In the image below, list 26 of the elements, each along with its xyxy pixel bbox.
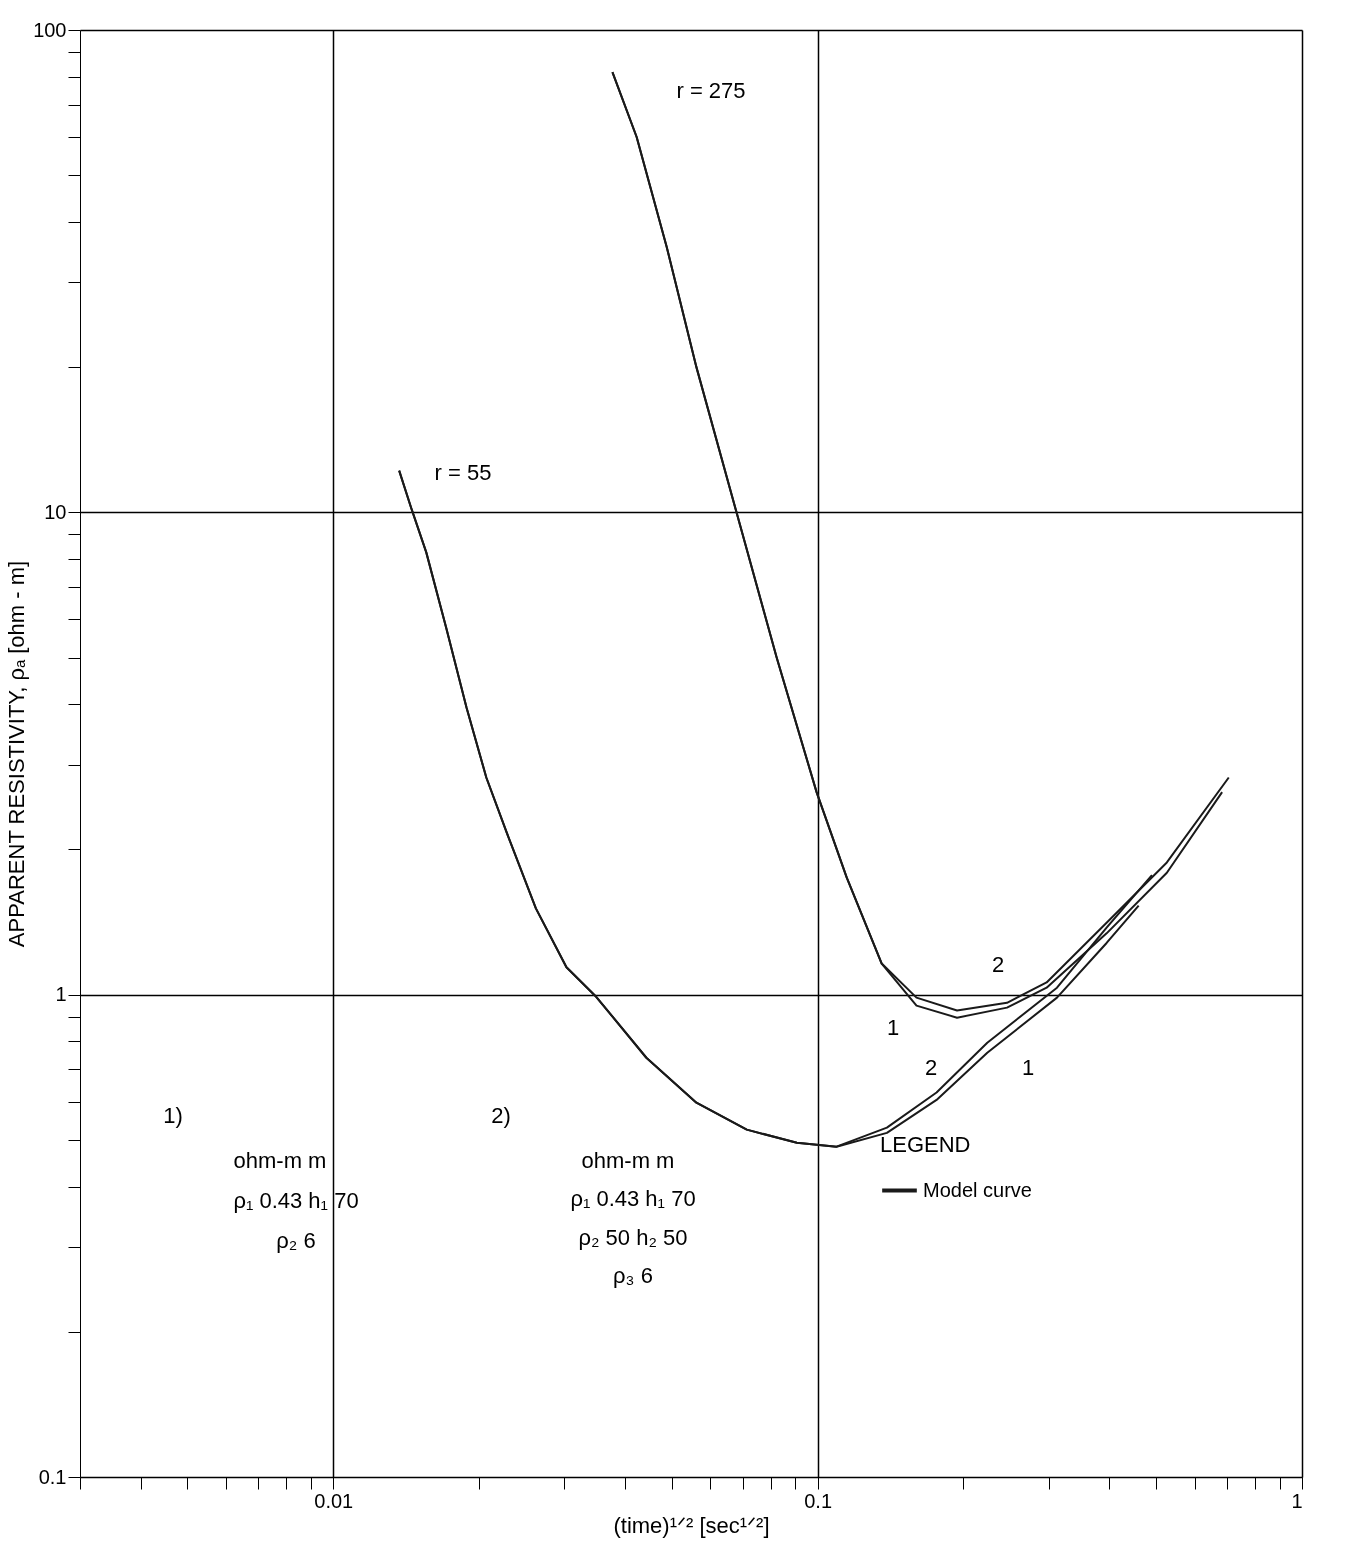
y-tick-label: 10 [44,500,67,523]
annotation: 1) [163,1103,183,1128]
legend-label: Model curve [923,1178,1032,1201]
y-tick-label: 1 [55,983,67,1006]
annotation: ρ₂ 6 [276,1228,316,1253]
annotation: ρ₂ 50 h₂ 50 [578,1225,688,1250]
annotation: ρ₁ 0.43 h₁ 70 [570,1186,696,1211]
y-tick-label: 100 [33,18,67,41]
y-tick-label: 0.1 [38,1465,67,1488]
annotation: 2) [491,1103,511,1128]
annotation: r = 55 [434,460,492,485]
annotation: 1 [886,1015,900,1040]
annotation: 2 [924,1055,938,1080]
annotation: r = 275 [676,78,746,103]
annotation: ohm-m m [233,1148,327,1173]
annotation: ρ₁ 0.43 h₁ 70 [233,1188,359,1213]
x-tick-label: 0.1 [804,1489,833,1512]
x-axis-title: (time)¹ᐟ² [sec¹ᐟ²] [613,1512,770,1538]
annotation: ohm-m m [581,1148,675,1173]
annotation: ρ₃ 6 [613,1263,653,1288]
x-tick-label: 0.01 [314,1489,354,1512]
annotation: 1 [1021,1055,1035,1080]
x-tick-label: 1 [1291,1489,1303,1512]
y-axis-title: APPARENT RESISTIVITY, ρₐ [ohm - m] [4,560,30,948]
legend-title: LEGEND [880,1132,971,1157]
annotation: 2 [991,952,1005,977]
